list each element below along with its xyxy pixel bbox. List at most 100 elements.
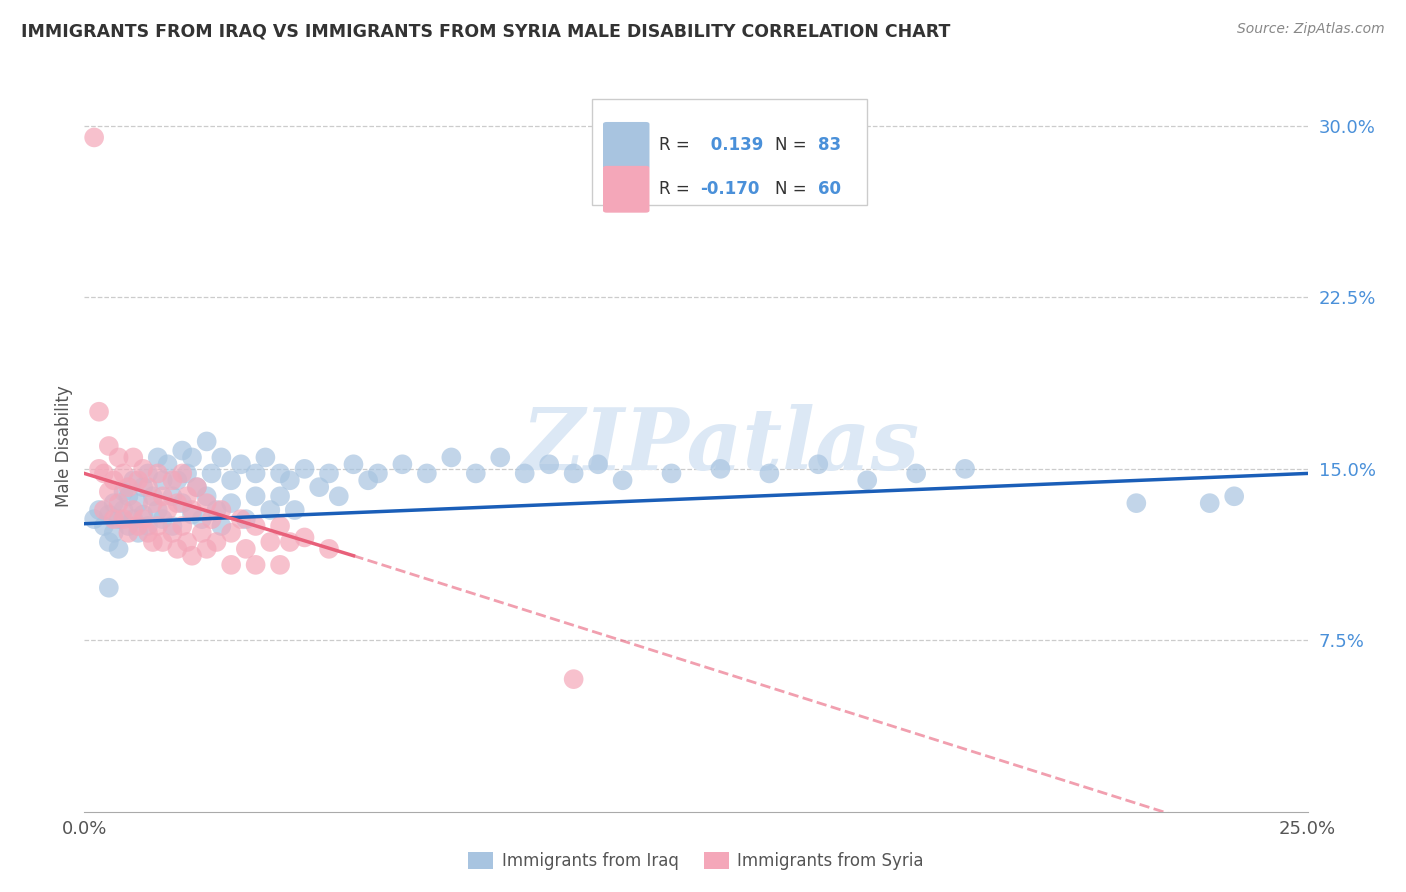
Point [195,434,218,449]
Point [166,541,188,556]
Text: Source: ZipAtlas.com: Source: ZipAtlas.com [1237,22,1385,37]
Point [132,508,155,522]
Point [1223,489,1246,503]
Text: N =: N = [776,180,813,198]
Point [112,503,135,517]
Point [176,535,198,549]
Point [166,496,188,510]
Point [83,130,105,145]
Point [391,458,413,472]
Point [162,489,184,503]
Y-axis label: Male Disability: Male Disability [55,385,73,507]
Point [97,439,120,453]
Point [136,525,159,540]
Point [146,450,169,465]
Point [152,512,174,526]
Point [186,480,208,494]
Point [156,458,179,472]
Point [278,473,301,487]
Point [328,489,350,503]
Point [245,558,267,572]
Point [489,450,512,465]
Point [195,489,218,503]
Point [245,489,267,503]
Point [586,458,609,472]
Point [235,512,257,526]
Point [308,480,330,494]
Point [200,512,222,526]
Point [464,467,486,481]
Point [172,496,194,510]
Point [117,519,139,533]
Point [93,503,115,517]
Point [269,489,291,503]
Point [87,462,110,476]
Point [142,489,165,503]
Point [1125,496,1147,510]
Point [318,467,340,481]
Point [127,496,149,510]
Point [93,519,115,533]
Point [562,672,585,686]
Point [905,467,928,481]
Point [122,450,145,465]
Point [122,512,145,526]
Point [209,450,232,465]
Point [513,467,536,481]
Point [357,473,380,487]
Point [132,462,155,476]
Text: N =: N = [776,136,813,154]
Point [132,512,155,526]
Legend: Immigrants from Iraq, Immigrants from Syria: Immigrants from Iraq, Immigrants from Sy… [461,845,931,877]
Point [186,480,208,494]
Point [146,503,169,517]
Point [235,541,257,556]
Point [97,484,120,499]
Text: ZIPatlas: ZIPatlas [522,404,920,488]
Point [146,519,169,533]
Point [219,525,242,540]
Point [136,480,159,494]
Point [259,503,281,517]
Point [181,549,204,563]
Point [661,467,683,481]
Point [856,473,879,487]
Point [156,503,179,517]
Point [172,443,194,458]
Text: -0.170: -0.170 [700,180,759,198]
Point [122,503,145,517]
Point [259,535,281,549]
Point [342,458,364,472]
Point [758,467,780,481]
Point [191,512,214,526]
Point [103,496,125,510]
Point [209,503,232,517]
Point [166,473,188,487]
Point [195,496,218,510]
Point [152,489,174,503]
Point [103,525,125,540]
Point [219,496,242,510]
Point [162,473,184,487]
Text: IMMIGRANTS FROM IRAQ VS IMMIGRANTS FROM SYRIA MALE DISABILITY CORRELATION CHART: IMMIGRANTS FROM IRAQ VS IMMIGRANTS FROM … [21,22,950,40]
Point [219,558,242,572]
Point [97,535,120,549]
FancyBboxPatch shape [592,99,868,204]
Point [245,467,267,481]
Point [112,484,135,499]
Point [807,458,830,472]
Point [83,512,105,526]
Point [1198,496,1220,510]
Point [181,508,204,522]
Point [176,489,198,503]
Point [127,525,149,540]
Point [142,496,165,510]
Point [97,581,120,595]
Point [284,503,307,517]
Point [93,467,115,481]
Point [205,535,228,549]
Point [269,558,291,572]
Point [107,496,129,510]
Point [612,473,634,487]
Point [416,467,439,481]
